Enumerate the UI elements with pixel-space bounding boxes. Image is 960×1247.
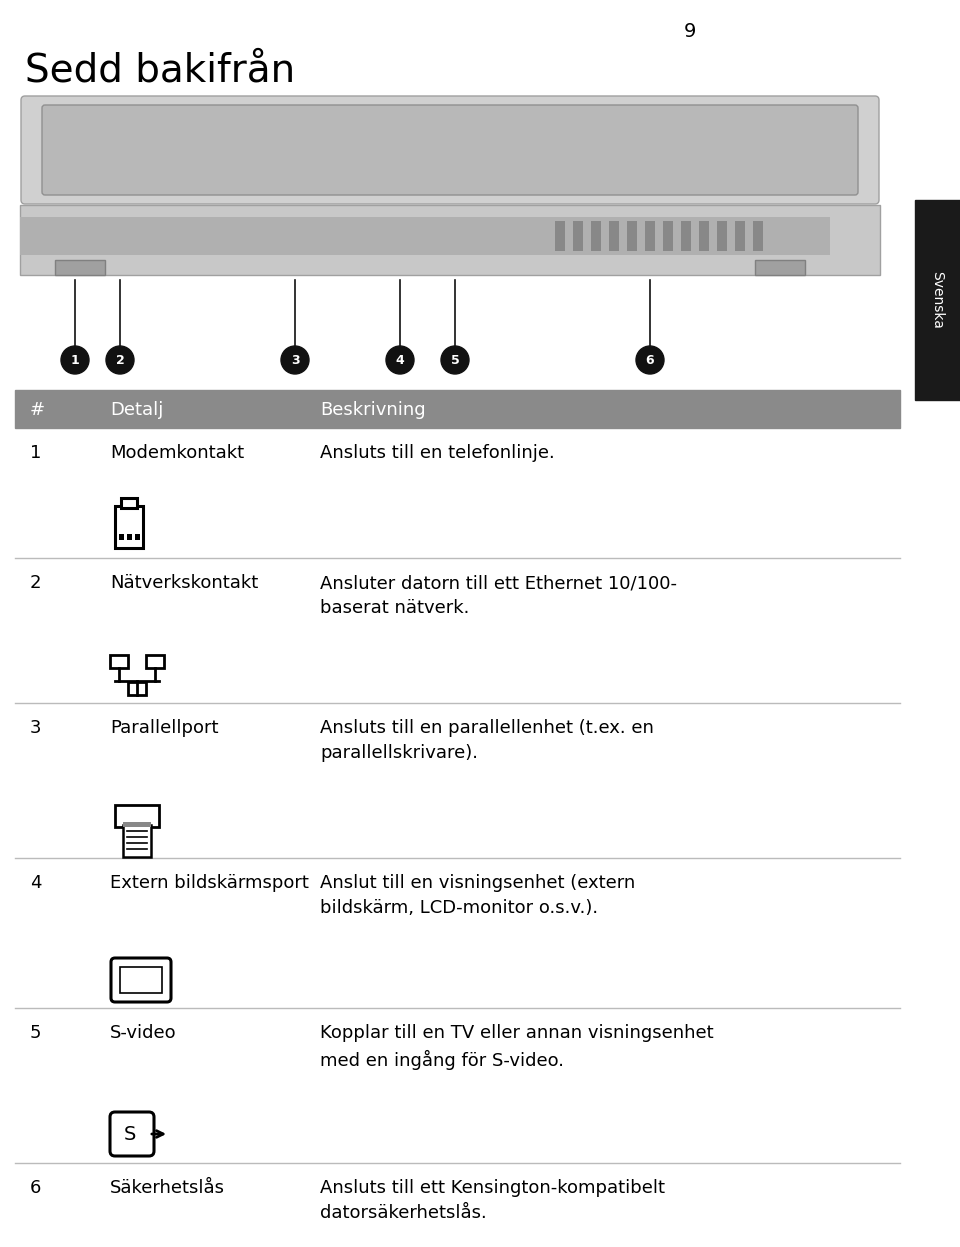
Text: 2: 2	[115, 353, 125, 367]
Bar	[128, 682, 146, 695]
Circle shape	[281, 345, 309, 374]
Bar	[753, 221, 763, 251]
Bar	[699, 221, 709, 251]
Text: 6: 6	[30, 1178, 41, 1197]
FancyBboxPatch shape	[111, 958, 171, 1003]
Text: Nätverkskontakt: Nätverkskontakt	[110, 574, 258, 592]
Text: 4: 4	[30, 874, 41, 892]
Bar	[627, 221, 637, 251]
Text: Parallellport: Parallellport	[110, 720, 219, 737]
Bar	[115, 806, 159, 827]
Text: 2: 2	[30, 574, 41, 592]
Bar	[717, 221, 727, 251]
Bar	[609, 221, 619, 251]
Text: 6: 6	[646, 353, 655, 367]
Bar	[15, 90, 885, 345]
Text: S: S	[124, 1125, 136, 1143]
Text: 5: 5	[30, 1024, 41, 1042]
Text: Ansluter datorn till ett Ethernet 10/100-
baserat nätverk.: Ansluter datorn till ett Ethernet 10/100…	[320, 574, 677, 617]
Circle shape	[106, 345, 134, 374]
Bar	[135, 534, 140, 540]
Bar	[20, 205, 880, 276]
Bar	[755, 261, 805, 276]
Text: 9: 9	[684, 22, 696, 41]
Text: Sedd bakifrån: Sedd bakifrån	[25, 52, 295, 90]
Text: #: #	[30, 402, 45, 419]
Bar	[123, 822, 151, 827]
Text: Ansluts till ett Kensington-kompatibelt
datorsäkerhetslås.: Ansluts till ett Kensington-kompatibelt …	[320, 1178, 665, 1222]
Bar	[591, 221, 601, 251]
Circle shape	[386, 345, 414, 374]
Text: 5: 5	[450, 353, 460, 367]
Text: Svenska: Svenska	[930, 271, 944, 329]
Bar	[120, 966, 162, 993]
Bar	[645, 221, 655, 251]
Text: S-video: S-video	[110, 1024, 177, 1042]
Text: Extern bildskärmsport: Extern bildskärmsport	[110, 874, 309, 892]
Bar	[110, 655, 128, 668]
Bar	[20, 217, 830, 254]
Bar	[555, 221, 565, 251]
Text: 3: 3	[291, 353, 300, 367]
Circle shape	[61, 345, 89, 374]
Bar	[681, 221, 691, 251]
Text: Detalj: Detalj	[110, 402, 163, 419]
Text: 1: 1	[71, 353, 80, 367]
Circle shape	[441, 345, 469, 374]
Bar	[146, 655, 164, 668]
Bar	[663, 221, 673, 251]
Text: Beskrivning: Beskrivning	[320, 402, 425, 419]
Text: Anslut till en visningsenhet (extern
bildskärm, LCD-monitor o.s.v.).: Anslut till en visningsenhet (extern bil…	[320, 874, 636, 917]
Bar	[735, 221, 745, 251]
FancyBboxPatch shape	[42, 105, 858, 195]
Text: Säkerhetslås: Säkerhetslås	[110, 1178, 225, 1197]
Text: Modemkontakt: Modemkontakt	[110, 444, 244, 461]
Bar	[119, 534, 124, 540]
Text: Ansluts till en telefonlinje.: Ansluts till en telefonlinje.	[320, 444, 555, 461]
Bar	[127, 534, 132, 540]
Bar	[121, 498, 137, 508]
Bar	[15, 390, 900, 428]
Bar	[115, 506, 143, 547]
Text: 3: 3	[30, 720, 41, 737]
Text: Kopplar till en TV eller annan visningsenhet
med en ingång för S-video.: Kopplar till en TV eller annan visningse…	[320, 1024, 713, 1070]
Bar	[573, 221, 583, 251]
FancyBboxPatch shape	[21, 96, 879, 205]
Bar	[123, 826, 151, 857]
Text: 4: 4	[396, 353, 404, 367]
Bar	[55, 261, 105, 276]
Circle shape	[636, 345, 664, 374]
FancyBboxPatch shape	[110, 1112, 154, 1156]
Text: Ansluts till en parallellenhet (t.ex. en
parallellskrivare).: Ansluts till en parallellenhet (t.ex. en…	[320, 720, 654, 762]
Bar	[915, 200, 960, 400]
Text: 1: 1	[30, 444, 41, 461]
